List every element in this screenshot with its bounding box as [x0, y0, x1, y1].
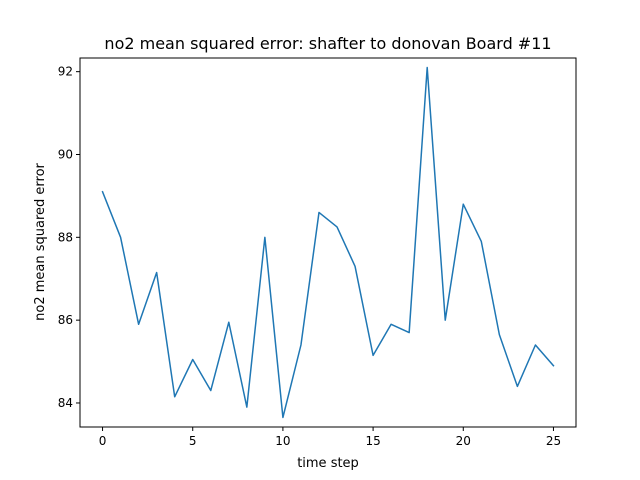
- series-line-0: [101, 66, 555, 419]
- x-axis: 0 5 10 15 20 25: [99, 427, 561, 448]
- y-tick-label: 88: [58, 230, 73, 244]
- x-tick-label: 15: [365, 434, 380, 448]
- y-axis-label: no2 mean squared error: [33, 162, 48, 320]
- y-axis: 84 86 88 90 92: [58, 65, 80, 410]
- plot-area: [101, 66, 555, 419]
- y-tick-label: 90: [58, 147, 73, 161]
- x-axis-label: time step: [297, 456, 359, 471]
- x-tick-label: 0: [99, 434, 107, 448]
- axes-frame: [79, 57, 577, 428]
- x-tick-label: 20: [456, 434, 471, 448]
- y-tick-label: 92: [58, 65, 73, 79]
- chart-title: no2 mean squared error: shafter to donov…: [104, 34, 551, 53]
- x-tick-label: 25: [546, 434, 561, 448]
- y-tick-label: 86: [58, 313, 73, 327]
- x-tick-label: 5: [189, 434, 197, 448]
- y-tick-label: 84: [58, 396, 73, 410]
- x-tick-label: 10: [275, 434, 290, 448]
